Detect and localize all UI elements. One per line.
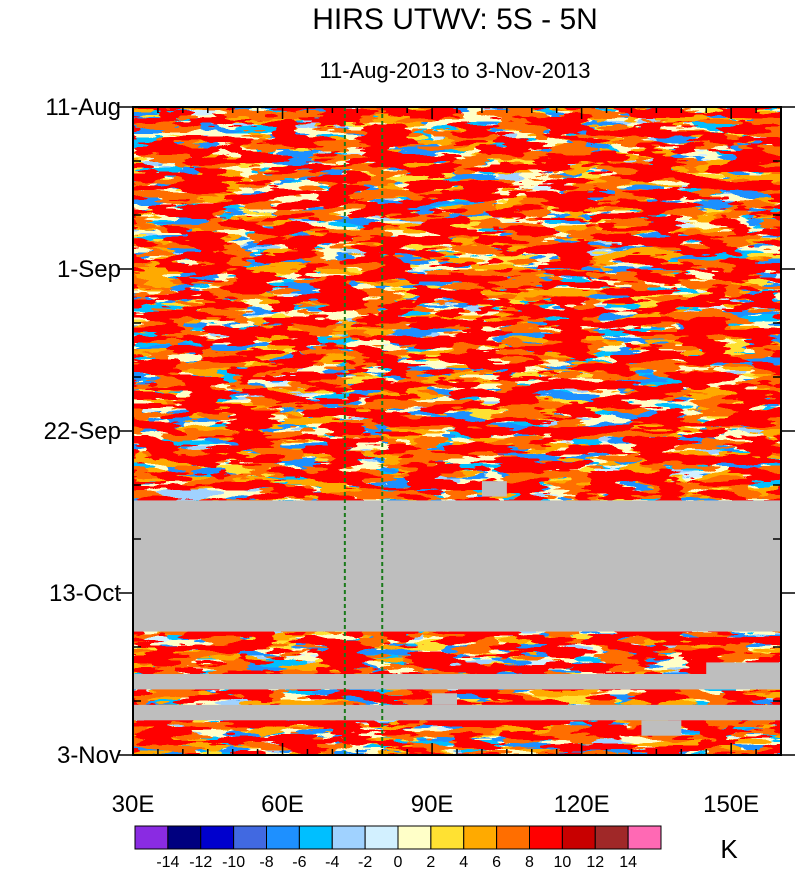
missing-data-region xyxy=(432,693,457,705)
colorbar-swatch xyxy=(430,825,465,850)
missing-data-region xyxy=(481,481,507,497)
y-tick-label: 13-Oct xyxy=(49,580,121,607)
colorbar-swatch xyxy=(364,825,399,850)
colorbar-label: 8 xyxy=(525,854,534,869)
chart-title: HIRS UTWV: 5S - 5N xyxy=(312,3,598,36)
missing-data-region xyxy=(133,500,781,632)
chart-subtitle: 11-Aug-2013 to 3-Nov-2013 xyxy=(319,58,590,83)
x-tick-label: 60E xyxy=(261,791,304,818)
y-tick-label: 3-Nov xyxy=(57,742,121,769)
x-tick-label: 150E xyxy=(703,791,759,818)
colorbar-unit: K xyxy=(720,834,738,864)
colorbar-label: 4 xyxy=(459,854,468,869)
reference-lines xyxy=(343,107,384,755)
colorbar-swatch xyxy=(496,825,530,850)
x-axis: 30E 60E 90E 120E 150E xyxy=(112,107,782,818)
colorbar-label: -10 xyxy=(222,854,245,869)
colorbar-label: -8 xyxy=(259,854,273,869)
colorbar-label: -6 xyxy=(292,854,306,869)
x-tick-label: 30E xyxy=(112,791,155,818)
y-axis: 11-Aug 1-Sep 22-Sep 13-Oct 3-Nov xyxy=(44,94,795,769)
colorbar-swatch xyxy=(397,825,432,850)
colorbar-swatch xyxy=(167,825,202,850)
x-tick-label: 90E xyxy=(411,791,454,818)
colorbar-label: 10 xyxy=(553,854,571,869)
missing-data-region xyxy=(133,674,781,690)
missing-data-layer xyxy=(133,481,781,736)
colorbar-swatch xyxy=(529,825,563,850)
colorbar-label: -4 xyxy=(325,854,339,869)
colorbar-label: 12 xyxy=(586,854,604,869)
colorbar: -14 -12 -10 -8 -6 -4 -2 0 2 4 6 8 10 12 14 xyxy=(134,825,662,869)
colorbar-label: -14 xyxy=(156,854,179,869)
colorbar-swatch xyxy=(561,825,596,850)
colorbar-swatch xyxy=(463,825,498,850)
colorbar-swatch xyxy=(298,825,333,850)
colorbar-swatch xyxy=(266,825,300,850)
field-layer-7 xyxy=(133,107,781,755)
missing-data-region xyxy=(641,720,682,736)
colorbar-swatch xyxy=(233,825,267,850)
colorbar-label: 6 xyxy=(492,854,501,869)
colorbar-swatch xyxy=(200,825,235,850)
colorbar-label: 14 xyxy=(619,854,637,869)
colorbar-label: 2 xyxy=(426,854,435,869)
y-tick-label: 22-Sep xyxy=(44,418,121,445)
colorbar-label: -12 xyxy=(189,854,212,869)
missing-data-region xyxy=(133,704,781,721)
colorbar-swatch xyxy=(594,825,629,850)
y-tick-label: 11-Aug xyxy=(45,94,121,121)
colorbar-label: 0 xyxy=(394,854,403,869)
anomaly-field xyxy=(133,107,781,755)
y-tick-label: 1-Sep xyxy=(57,256,121,283)
colorbar-swatch xyxy=(627,825,662,850)
colorbar-label: -2 xyxy=(358,854,372,869)
x-tick-label: 120E xyxy=(554,791,610,818)
missing-data-region xyxy=(706,662,781,674)
colorbar-swatch xyxy=(134,825,169,850)
colorbar-swatch xyxy=(331,825,366,850)
